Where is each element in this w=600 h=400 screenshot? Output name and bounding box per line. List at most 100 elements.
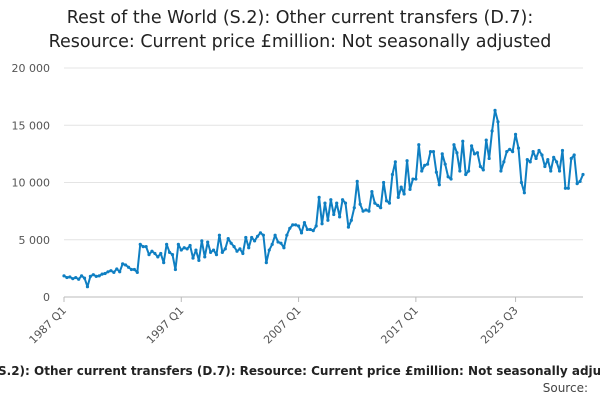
data-point — [428, 149, 433, 154]
data-point — [352, 206, 356, 210]
data-point — [537, 148, 541, 153]
data-point — [126, 265, 131, 269]
data-point — [206, 240, 210, 244]
data-point — [420, 169, 424, 173]
data-point — [308, 227, 312, 232]
data-point — [458, 169, 462, 173]
data-point — [209, 250, 213, 254]
data-point — [71, 277, 75, 281]
data-point — [106, 270, 110, 274]
data-point — [226, 237, 230, 241]
data-point — [229, 241, 233, 245]
data-point — [484, 138, 488, 142]
data-point — [317, 195, 321, 199]
data-point — [74, 275, 78, 280]
data-point — [200, 239, 204, 243]
data-point — [528, 160, 532, 164]
data-point — [188, 243, 192, 248]
data-point — [358, 202, 362, 206]
data-point — [455, 151, 459, 155]
data-point — [425, 162, 430, 166]
data-point — [511, 149, 515, 154]
data-point — [557, 169, 562, 173]
data-point — [370, 190, 374, 194]
data-point — [176, 242, 180, 246]
data-point — [288, 226, 292, 230]
source-label: Source: — [542, 381, 588, 395]
data-point — [167, 250, 172, 254]
data-point — [314, 224, 318, 228]
data-point — [332, 212, 336, 217]
data-point — [402, 192, 406, 196]
data-point — [572, 153, 576, 157]
data-point — [302, 220, 307, 225]
data-point — [505, 149, 509, 154]
data-point — [299, 231, 304, 235]
data-point — [232, 245, 236, 249]
data-point — [112, 270, 116, 274]
data-point — [431, 149, 436, 154]
data-point — [552, 155, 556, 159]
x-tick-label: 2007 Q1 — [261, 304, 304, 347]
data-point — [203, 255, 207, 259]
data-point — [191, 256, 195, 260]
data-point — [305, 227, 309, 232]
data-point — [449, 177, 453, 181]
data-point — [525, 158, 529, 162]
data-point — [349, 218, 353, 222]
data-point — [502, 160, 506, 164]
data-point — [446, 175, 450, 179]
data-point — [417, 143, 421, 147]
data-point — [452, 143, 456, 147]
data-point — [549, 169, 553, 173]
data-point — [132, 267, 136, 272]
data-point — [493, 108, 497, 112]
data-point — [399, 185, 403, 189]
data-point — [323, 201, 327, 205]
data-point — [94, 274, 98, 278]
data-point — [165, 242, 169, 246]
data-point — [578, 179, 582, 183]
data-point — [443, 162, 447, 166]
x-tick-label: 2025 Q3 — [478, 304, 521, 347]
data-point — [396, 195, 400, 199]
data-point — [214, 253, 219, 257]
data-point — [238, 247, 242, 251]
data-point — [434, 170, 438, 174]
data-point — [179, 248, 183, 252]
data-point — [478, 164, 482, 169]
data-point — [138, 242, 142, 246]
data-point — [469, 144, 474, 148]
data-point — [185, 247, 189, 251]
data-point — [335, 201, 339, 205]
data-point — [405, 159, 409, 163]
data-point — [258, 231, 263, 235]
y-tick-label: 20 000 — [12, 62, 51, 75]
data-point — [540, 153, 544, 157]
data-point — [340, 198, 345, 202]
data-point — [211, 248, 216, 252]
data-point — [575, 182, 579, 186]
chart-title-line-2: Resource: Current price £million: Not se… — [48, 32, 552, 52]
y-tick-label: 5 000 — [19, 234, 51, 247]
data-point — [516, 146, 521, 150]
data-point — [279, 241, 283, 245]
data-point — [563, 186, 568, 190]
data-point — [135, 270, 139, 274]
data-point — [244, 235, 248, 240]
data-point — [364, 208, 368, 212]
data-point — [475, 151, 480, 155]
data-point — [408, 187, 412, 191]
legend: Rest of the World (S.2): Other current t… — [0, 364, 600, 378]
data-point — [569, 156, 573, 161]
data-point — [343, 201, 348, 205]
data-point — [282, 246, 286, 250]
data-point — [481, 168, 485, 172]
data-point — [329, 198, 333, 202]
data-point — [273, 233, 277, 237]
data-point — [320, 222, 324, 226]
data-point — [153, 251, 157, 256]
data-point — [156, 255, 160, 259]
data-point — [560, 148, 565, 153]
data-point — [247, 246, 251, 250]
